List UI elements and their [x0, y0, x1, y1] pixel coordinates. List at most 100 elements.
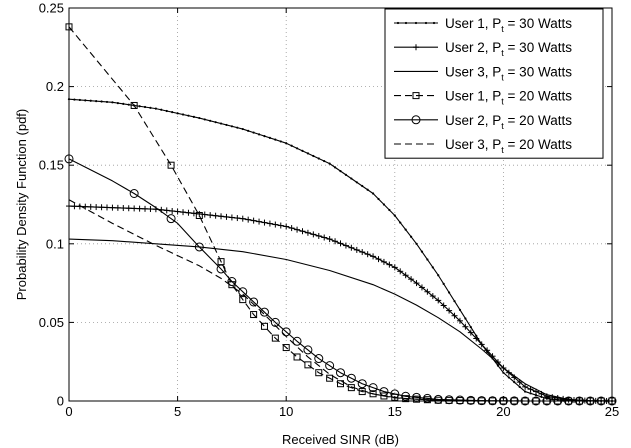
legend-marker-sample	[424, 21, 428, 25]
series-1-marker	[469, 326, 472, 329]
series-1-marker	[209, 119, 212, 122]
series-1-marker	[176, 112, 179, 115]
series-2-marker	[98, 204, 105, 211]
legend-label: User 1, Pt = 30 Watts	[445, 16, 572, 34]
series-1-marker	[306, 152, 310, 155]
legend-label: User 2, Pt = 30 Watts	[445, 40, 572, 58]
series-1-marker	[73, 98, 76, 101]
series-1-marker	[534, 394, 538, 397]
legend-label-suffix: = 20 Watts	[504, 137, 572, 152]
legend-label: User 3, Pt = 30 Watts	[445, 64, 572, 82]
series-1-marker	[442, 282, 445, 285]
series-2-marker	[456, 317, 463, 324]
series-2-marker	[527, 386, 534, 393]
series-1-marker	[198, 116, 201, 120]
series-1-marker	[279, 140, 282, 143]
series-5-marker	[346, 373, 356, 383]
series-1-marker	[192, 115, 195, 118]
series-5-marker	[401, 391, 411, 401]
series-2-marker	[283, 223, 290, 230]
series-1-marker	[453, 300, 456, 303]
series-5-marker	[194, 242, 204, 252]
legend-marker-sample	[404, 21, 408, 25]
series-2-marker	[467, 329, 474, 336]
series-5-marker	[433, 394, 443, 404]
series-1-marker	[344, 173, 348, 176]
legend-label-subscript: t	[501, 97, 504, 107]
series-1-marker	[116, 102, 119, 105]
series-1-marker	[252, 131, 255, 134]
series-1-marker	[361, 184, 364, 188]
legend-label-subscript: t	[501, 72, 504, 82]
series-1-marker	[513, 381, 516, 384]
series-2-marker	[446, 307, 453, 314]
series-1-marker	[149, 106, 152, 109]
legend-box	[384, 8, 604, 159]
series-2-marker	[207, 212, 214, 219]
ticks: 0 5 10 15 20 25 0 0.05 0.1 0.15 0.2 0.25	[39, 1, 620, 420]
series-5-marker	[270, 317, 280, 327]
x-tick-label: 25	[605, 404, 619, 419]
series-2-marker	[169, 207, 176, 214]
legend-label-suffix: = 20 Watts	[504, 113, 572, 128]
series-2-marker	[386, 261, 393, 268]
series-1-marker	[84, 99, 87, 102]
x-tick-label: 15	[388, 404, 402, 419]
series-5-marker	[227, 277, 237, 287]
y-tick-label: 0.2	[46, 79, 64, 94]
series-5-marker	[325, 361, 335, 371]
legend-label: User 3, Pt = 20 Watts	[445, 137, 572, 155]
series-1-marker	[371, 192, 375, 195]
series-1-marker	[458, 308, 462, 311]
series-1-marker	[154, 107, 157, 110]
series-2-marker	[71, 203, 78, 210]
x-tick-label: 20	[496, 404, 510, 419]
series-1-marker	[160, 108, 163, 111]
legend-label-suffix: = 30 Watts	[504, 64, 572, 79]
series-4-marker	[326, 374, 334, 382]
series-1-marker	[111, 101, 114, 104]
series-2-marker	[125, 205, 132, 212]
series-2-marker	[142, 205, 149, 212]
legend-entry-1: User 1, Pt = 30 Watts	[394, 16, 572, 34]
legend-label-prefix: User 3, P	[445, 64, 501, 79]
series-2-marker	[408, 276, 415, 283]
series-2-marker	[440, 302, 447, 309]
legend-label-prefix: User 2, P	[445, 40, 501, 55]
series-2-marker	[321, 234, 328, 241]
plot-frame	[68, 7, 613, 402]
series-2-marker	[424, 288, 431, 295]
series-2-marker	[310, 231, 317, 238]
series-2-marker	[397, 268, 404, 275]
series-5-marker	[368, 383, 378, 393]
series-4-marker	[304, 361, 312, 369]
legend-marker-sample	[411, 115, 421, 125]
series-1-marker	[95, 100, 98, 103]
series-2-marker	[462, 323, 469, 330]
series-2-marker	[364, 251, 371, 258]
series-4-marker	[239, 296, 247, 304]
series-2-marker	[332, 238, 339, 245]
series-2-marker	[402, 272, 409, 279]
series-2-marker	[147, 206, 154, 213]
legend-label-prefix: User 2, P	[445, 113, 501, 128]
legend-entry-6: User 3, Pt = 20 Watts	[394, 137, 572, 155]
series-4-marker	[369, 390, 377, 398]
series-2-marker	[418, 284, 425, 291]
series-5-marker	[444, 395, 454, 405]
series-4-marker	[195, 212, 203, 220]
series-5-marker	[292, 336, 302, 346]
legend-entry-2: User 2, Pt = 30 Watts	[394, 40, 572, 58]
series-2-marker	[228, 214, 235, 221]
series-1-marker	[230, 125, 233, 128]
legend-label-prefix: User 1, P	[445, 89, 501, 104]
series-1-marker	[524, 390, 527, 393]
legend-marker-sample	[414, 21, 418, 25]
series-1-marker	[219, 122, 223, 125]
series-2-marker	[304, 229, 311, 236]
legend-label-suffix: = 30 Watts	[504, 16, 572, 31]
series-1-marker	[105, 100, 109, 104]
legend-marker-sample	[396, 21, 400, 25]
x-tick-label: 10	[279, 404, 293, 419]
